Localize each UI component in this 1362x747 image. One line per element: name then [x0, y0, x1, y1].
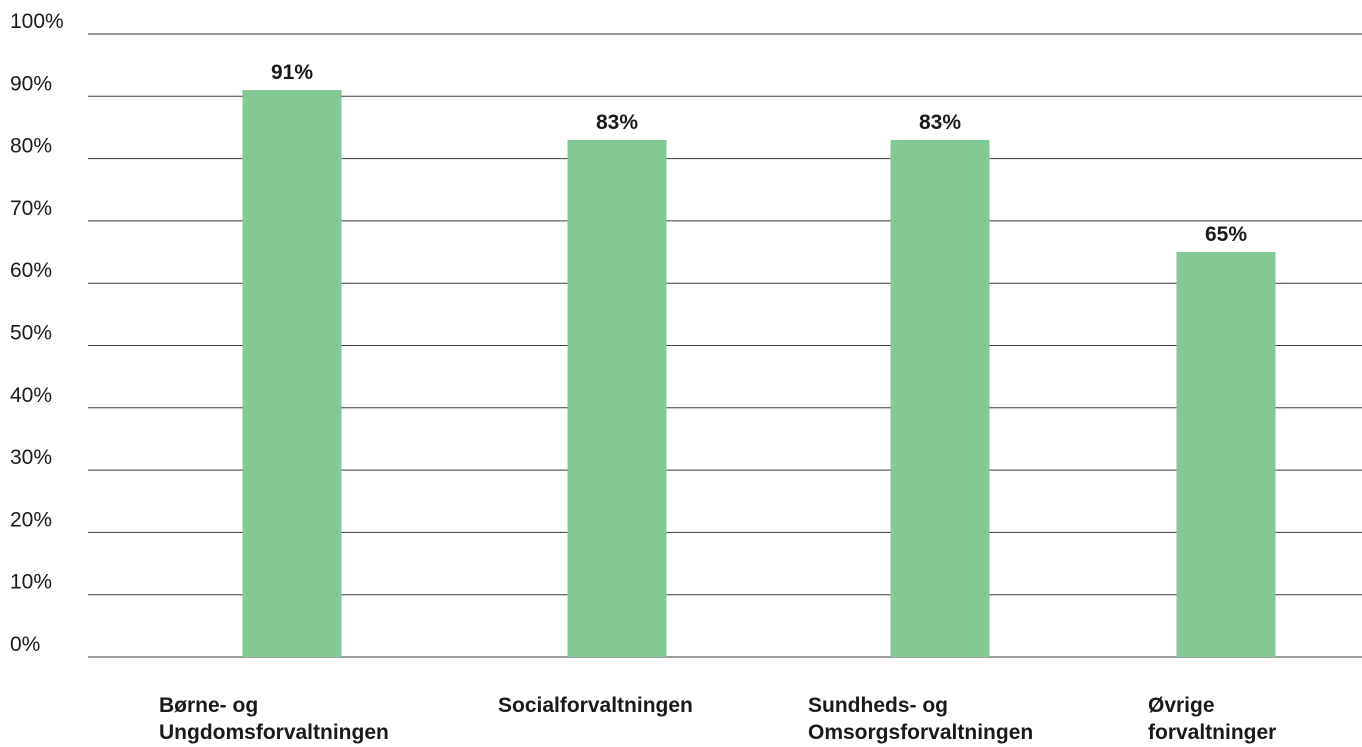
bar-value-label: 65%	[1205, 223, 1247, 246]
bar	[567, 139, 667, 657]
category-label-line: Omsorgsforvaltningen	[808, 721, 1033, 744]
x-axis-category-labels: Børne- og Ungdomsforvaltningen Socialforva…	[159, 694, 1276, 744]
y-tick-label: 50%	[10, 322, 52, 345]
category-label: Øvrige forvaltninger	[1148, 694, 1276, 744]
y-tick-label: 80%	[10, 135, 52, 158]
y-tick-label: 100%	[10, 10, 64, 33]
category-label-line: Børne- og	[159, 694, 258, 717]
bar	[1176, 252, 1276, 658]
category-label-line: Ungdomsforvaltningen	[159, 721, 389, 744]
bar-value-label: 83%	[919, 111, 961, 134]
y-tick-label: 40%	[10, 384, 52, 407]
y-tick-label: 20%	[10, 508, 52, 531]
category-label: Børne- og Ungdomsforvaltningen	[159, 694, 389, 744]
category-label-line: Socialforvaltningen	[498, 694, 693, 717]
y-tick-label: 70%	[10, 197, 52, 220]
y-tick-label: 90%	[10, 72, 52, 95]
bar-value-label: 83%	[596, 111, 638, 134]
data-labels: 91% 83% 83% 65%	[271, 61, 1247, 246]
category-label: Socialforvaltningen	[498, 694, 693, 717]
y-tick-label: 0%	[10, 633, 40, 656]
category-label-line: Øvrige	[1148, 694, 1215, 717]
bar	[242, 90, 342, 657]
category-label-line: forvaltninger	[1148, 721, 1276, 744]
bar-value-label: 91%	[271, 61, 313, 84]
y-tick-label: 60%	[10, 259, 52, 282]
y-tick-label: 30%	[10, 446, 52, 469]
y-axis-tick-labels: 0% 10% 20% 30% 40% 50% 60% 70% 80% 90% 100%	[10, 10, 64, 656]
y-tick-label: 10%	[10, 571, 52, 594]
category-label: Sundheds- og Omsorgsforvaltningen	[808, 694, 1033, 744]
category-label-line: Sundheds- og	[808, 694, 948, 717]
bars	[242, 90, 1276, 658]
bar	[890, 139, 990, 657]
